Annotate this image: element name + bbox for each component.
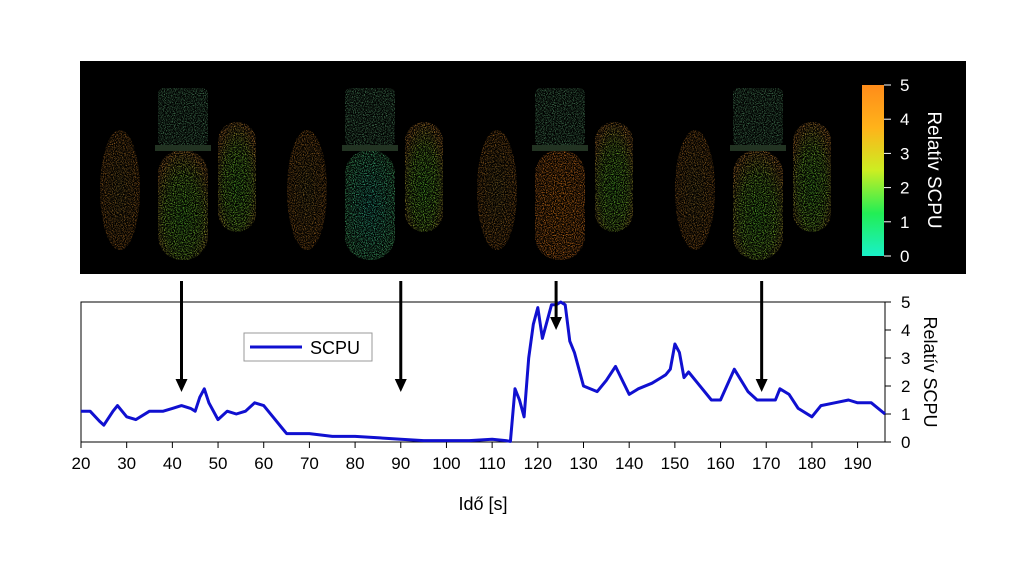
sample-rim (155, 145, 211, 151)
x-tick-label: 90 (391, 454, 410, 473)
arrow-head (550, 317, 563, 330)
x-tick-label: 130 (569, 454, 597, 473)
x-axis-ticks: 20 30 40 50 60 70 80 90 100 110 120 130 140 150 160 170… (72, 442, 872, 473)
y-tick-label: 0 (901, 433, 910, 452)
sample-cap (345, 88, 395, 146)
x-tick-label: 60 (254, 454, 273, 473)
series-line-scpu (81, 300, 886, 443)
x-tick-label: 80 (346, 454, 365, 473)
legend: SCPU (243, 332, 373, 362)
x-tick-label: 30 (117, 454, 136, 473)
x-tick-label: 170 (752, 454, 780, 473)
x-tick-label: 150 (661, 454, 689, 473)
colorbar-tick-label: 0 (900, 247, 909, 266)
sample-side-left (477, 130, 517, 250)
x-tick-label: 100 (432, 454, 460, 473)
colorbar-ticks: 0 1 2 3 4 5 (884, 76, 909, 266)
x-tick-label: 110 (479, 454, 506, 473)
y-tick-label: 1 (901, 405, 910, 424)
y-tick-label: 4 (901, 321, 910, 340)
sample-tube (158, 150, 208, 260)
sample-cap (733, 88, 783, 146)
sample-tube-right (405, 122, 443, 232)
x-tick-label: 140 (615, 454, 643, 473)
sample-rim (532, 145, 588, 151)
image-frame-2 (287, 88, 443, 260)
plot-frame (80, 301, 886, 443)
sample-tube-right (793, 122, 831, 232)
arrow-head (175, 379, 188, 392)
colorbar-tick-label: 2 (900, 179, 909, 198)
y-axis-ticks: 0 1 2 3 4 5 (885, 293, 910, 452)
image-frames (100, 88, 831, 260)
sample-side-left (100, 130, 140, 250)
x-tick-label: 190 (843, 454, 871, 473)
image-background (80, 61, 966, 274)
colorbar-tick-label: 1 (900, 213, 909, 232)
arrow-head (755, 379, 768, 392)
sample-cap (158, 88, 208, 146)
image-frame-1 (100, 88, 256, 260)
x-tick-label: 120 (524, 454, 552, 473)
image-frame-4 (675, 88, 831, 260)
legend-label: SCPU (310, 338, 360, 358)
x-tick-label: 70 (300, 454, 319, 473)
sample-tube-right (595, 122, 633, 232)
sample-tube-right (218, 122, 256, 232)
colorbar-title: Relatív SCPU (923, 111, 944, 228)
sample-rim (730, 145, 786, 151)
sample-cap (535, 88, 585, 146)
x-tick-label: 20 (72, 454, 91, 473)
arrow-head (394, 379, 407, 392)
y-tick-label: 5 (901, 293, 910, 312)
thermal-image-panel: 0 1 2 3 4 5 Relatív SCPU (80, 61, 966, 274)
y-tick-label: 3 (901, 349, 910, 368)
x-tick-label: 50 (209, 454, 228, 473)
y-tick-label: 2 (901, 377, 910, 396)
x-axis-title: Idő [s] (458, 494, 507, 514)
image-frame-3 (477, 88, 633, 260)
sample-side-left (675, 130, 715, 250)
time-markers (175, 281, 768, 392)
colorbar-tick-label: 4 (900, 110, 909, 129)
sample-tube (345, 150, 395, 260)
colorbar-tick-label: 5 (900, 76, 909, 95)
colorbar-tick-label: 3 (900, 144, 909, 163)
sample-rim (342, 145, 398, 151)
sample-side-left (287, 130, 327, 250)
x-tick-label: 160 (706, 454, 734, 473)
line-chart: 20 30 40 50 60 70 80 90 100 110 120 130 140 150 160 170… (72, 293, 940, 514)
sample-tube (535, 150, 585, 260)
x-tick-label: 40 (163, 454, 182, 473)
y-axis-title: Relatív SCPU (920, 316, 940, 427)
sample-tube (733, 150, 783, 260)
colorbar (862, 85, 884, 256)
x-tick-label: 180 (798, 454, 826, 473)
